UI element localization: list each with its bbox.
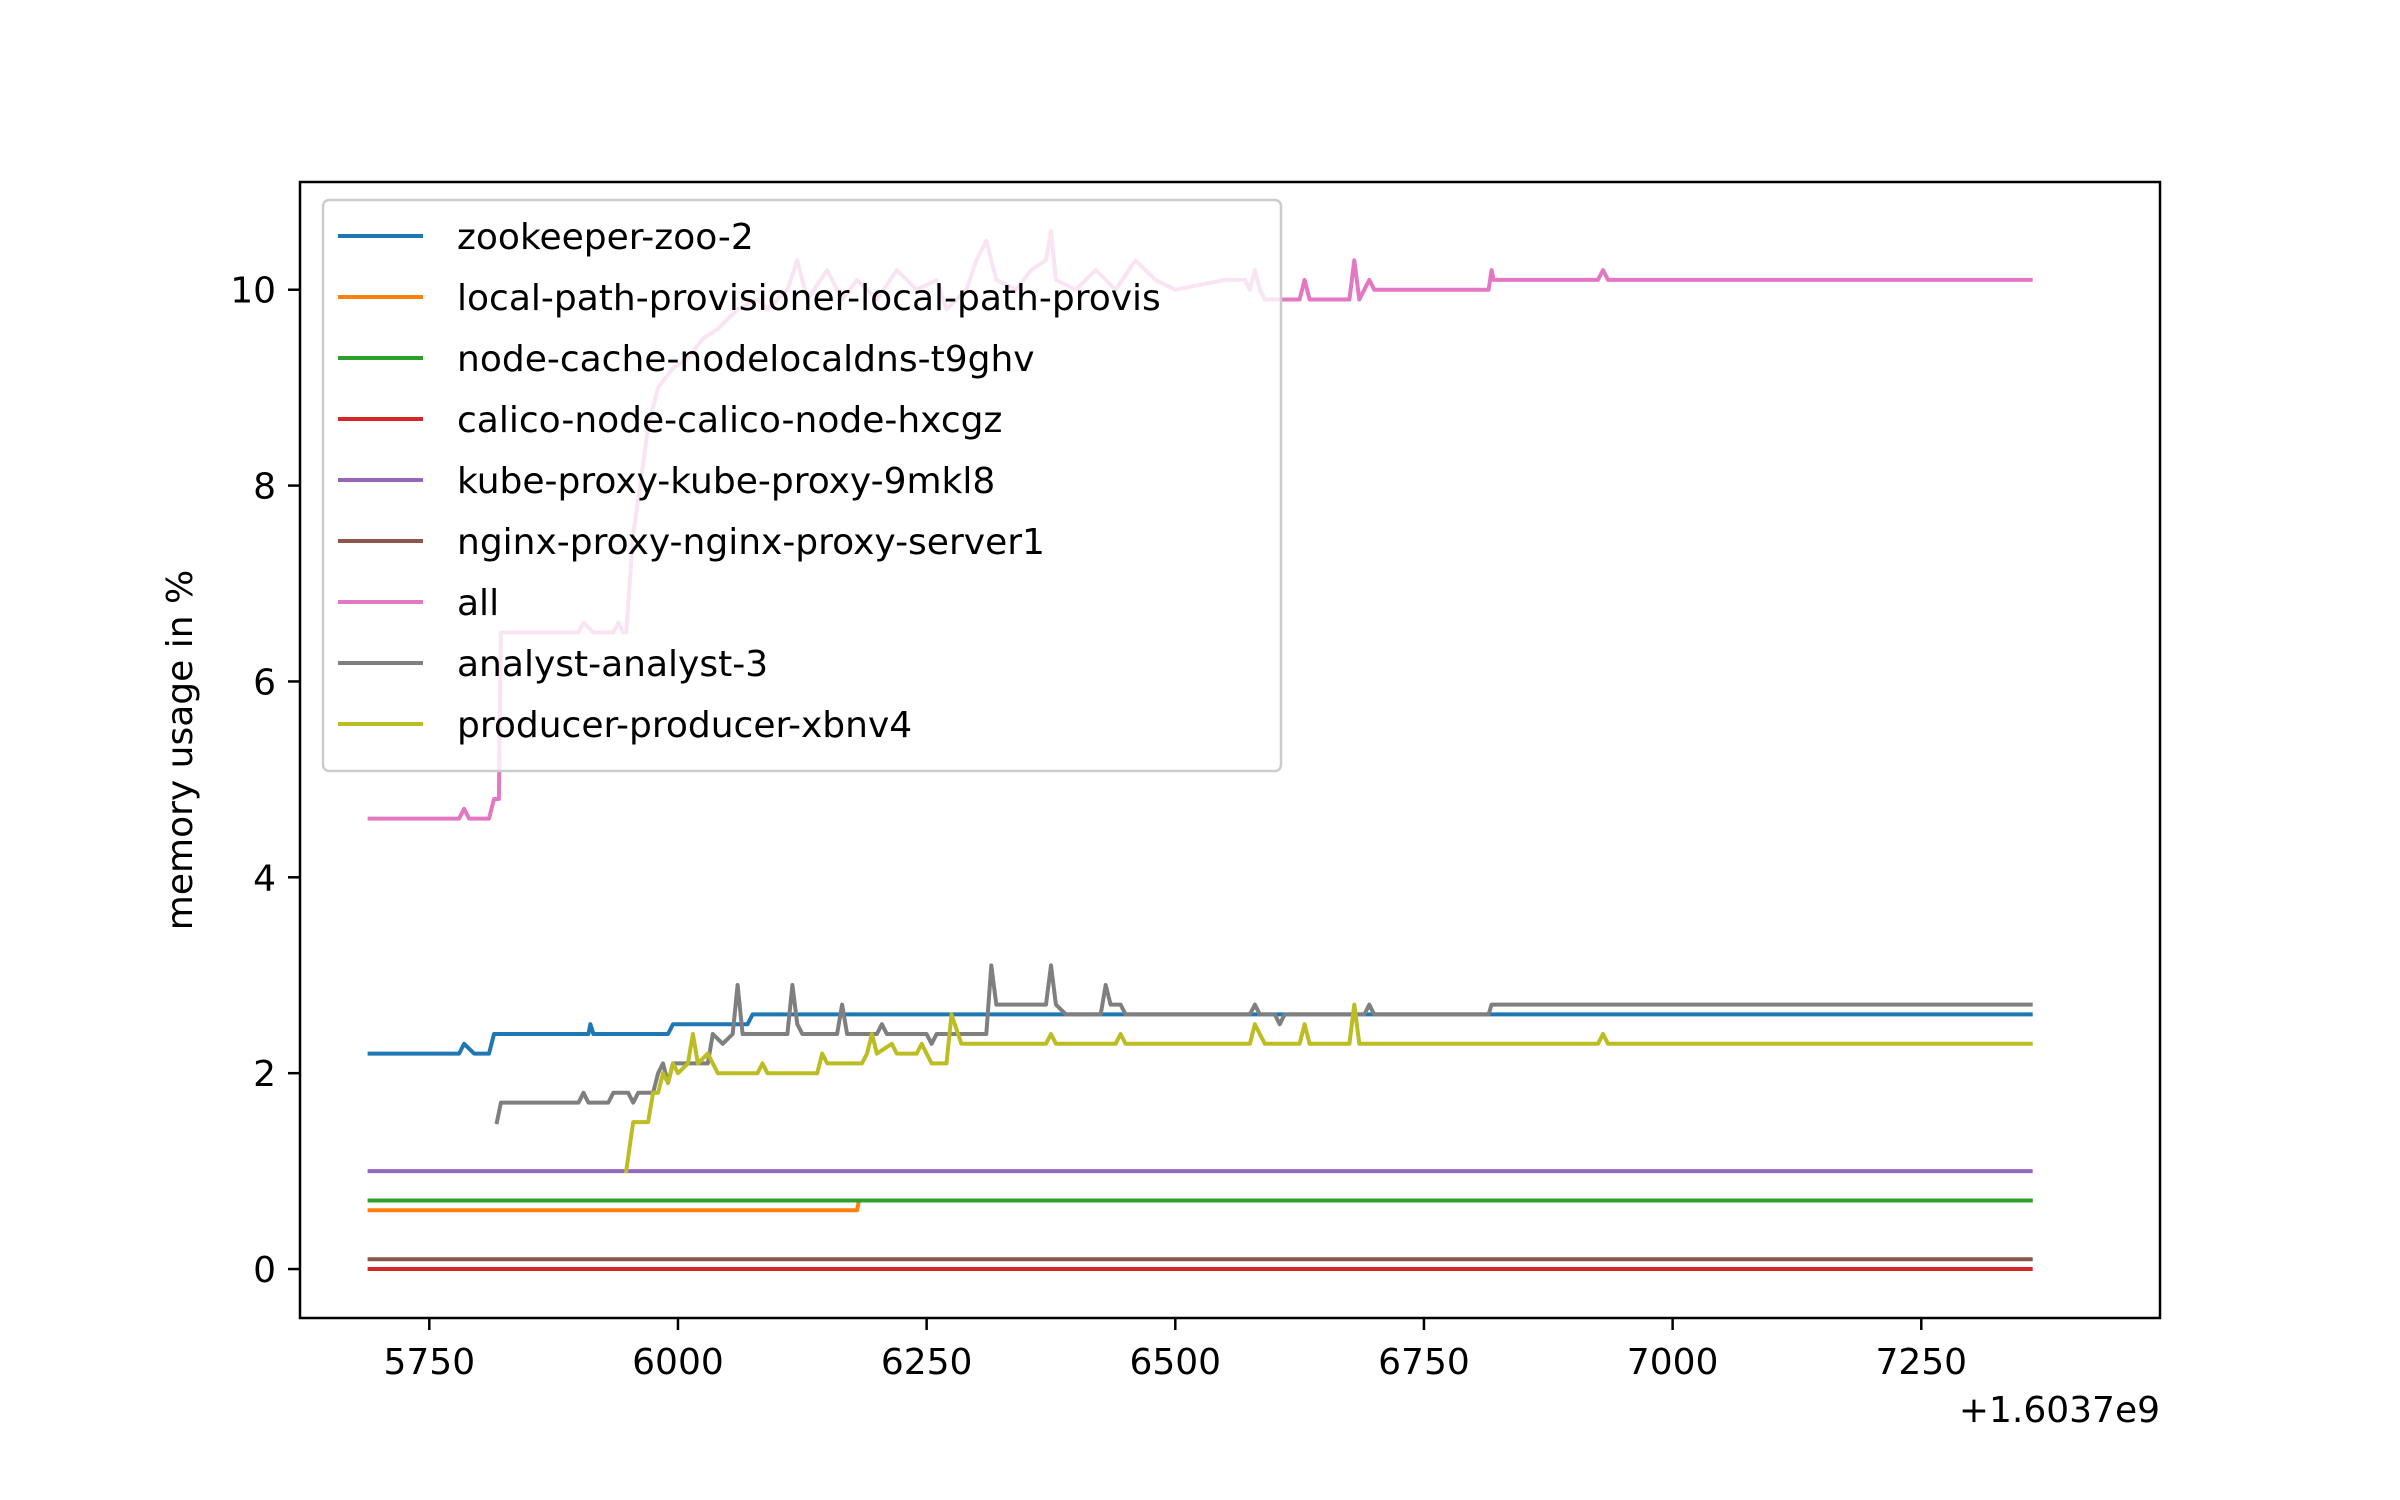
legend-label-8: producer-producer-xbnv4 <box>457 705 912 746</box>
y-tick-label-0: 0 <box>253 1250 276 1291</box>
legend-label-1: local-path-provisioner-local-path-provis <box>457 278 1161 319</box>
legend: zookeeper-zoo-2 local-path-provisioner-lo… <box>321 198 1283 773</box>
plot-frame <box>298 180 2162 1320</box>
y-tick-label-5: 10 <box>230 271 276 312</box>
y-tick-label-2: 4 <box>253 858 276 899</box>
legend-box <box>321 198 1283 773</box>
legend-label-3: calico-node-calico-node-hxcgz <box>457 400 1002 441</box>
y-tick-label-3: 6 <box>253 662 276 703</box>
y-tick-label-4: 8 <box>253 467 276 508</box>
series-line-7 <box>494 963 2033 1125</box>
x-tick-label-5: 7000 <box>1627 1342 1719 1383</box>
legend-label-4: kube-proxy-kube-proxy-9mkl8 <box>457 461 995 502</box>
legend-label-6: all <box>457 583 499 624</box>
legend-label-7: analyst-analyst-3 <box>457 644 768 685</box>
y-axis-ticks: 0 2 4 6 8 10 <box>230 271 300 1291</box>
series-line-8 <box>623 1002 2033 1174</box>
x-tick-label-1: 6000 <box>632 1342 724 1383</box>
x-tick-label-0: 5750 <box>383 1342 475 1383</box>
x-axis-offset-label: +1.6037e9 <box>1959 1390 2160 1431</box>
legend-label-2: node-cache-nodelocaldns-t9ghv <box>457 339 1035 380</box>
legend-label-5: nginx-proxy-nginx-proxy-server1 <box>457 522 1045 563</box>
x-tick-label-3: 6500 <box>1129 1342 1221 1383</box>
x-axis-ticks: 5750 6000 6250 6500 6750 7000 7250 <box>383 1318 1967 1383</box>
y-tick-label-1: 2 <box>253 1054 276 1095</box>
legend-label-0: zookeeper-zoo-2 <box>457 217 754 258</box>
series-layer <box>367 229 2033 1271</box>
x-tick-label-6: 7250 <box>1875 1342 1967 1383</box>
x-tick-label-4: 6750 <box>1378 1342 1470 1383</box>
y-axis-label: memory usage in % <box>160 570 201 930</box>
x-tick-label-2: 6250 <box>881 1342 973 1383</box>
